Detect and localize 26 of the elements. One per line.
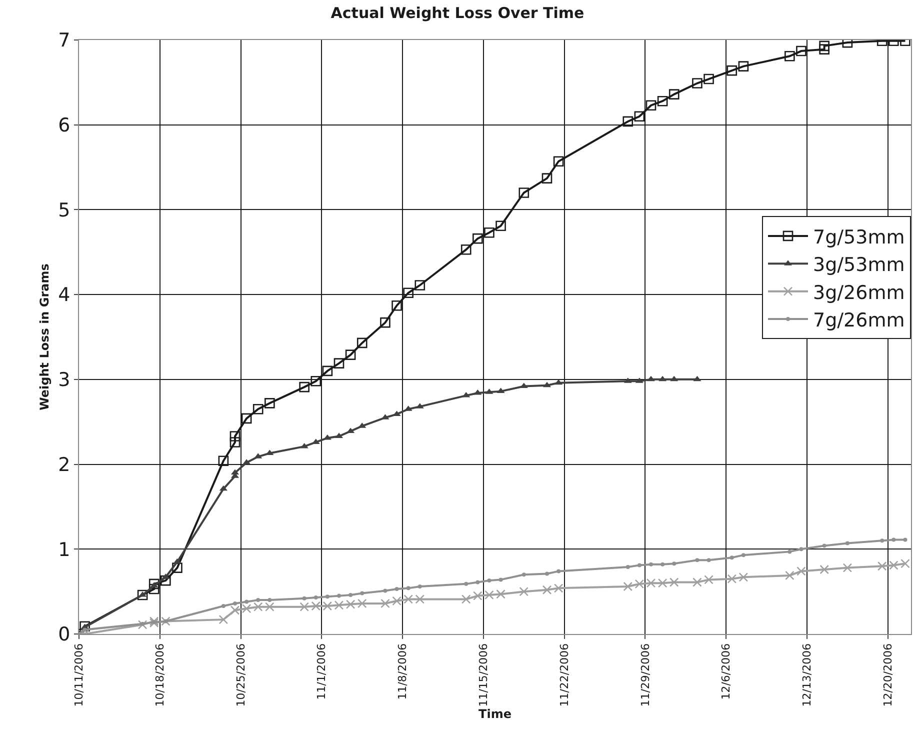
x-tick-label: 10/18/2006	[153, 643, 166, 707]
x-tick-label: 11/22/2006	[558, 643, 571, 707]
chart-title: Actual Weight Loss Over Time	[330, 4, 584, 22]
x-tick-label: 11/8/2006	[396, 643, 410, 700]
legend-label: 7g/26mm	[813, 309, 905, 332]
legend-label: 3g/53mm	[813, 254, 905, 276]
x-tick-label: 12/20/2006	[881, 643, 894, 707]
y-tick-label: 3	[58, 369, 70, 392]
x-tick-label: 12/6/2006	[720, 643, 733, 700]
y-axis-title: Weight Loss in Grams	[37, 264, 52, 410]
x-axis-title: Time	[478, 706, 512, 721]
y-tick-label: 7	[58, 30, 70, 52]
legend-label: 7g/53mm	[813, 226, 905, 248]
x-tick-label: 11/1/2006	[315, 643, 328, 700]
y-tick-label: 4	[58, 284, 70, 306]
x-tick-label: 12/13/2006	[800, 643, 814, 707]
x-tick-label: 10/11/2006	[72, 643, 86, 707]
y-tick-label: 2	[58, 454, 70, 476]
legend-label: 3g/26mm	[813, 282, 905, 304]
y-tick-label: 6	[58, 114, 70, 137]
x-tick-label: 10/25/2006	[234, 643, 248, 707]
y-tick-label: 1	[58, 538, 70, 561]
x-tick-label: 11/29/2006	[638, 643, 652, 707]
y-tick-label: 0	[58, 624, 70, 646]
y-tick-label: 5	[58, 199, 70, 222]
x-tick-label: 11/15/2006	[477, 643, 490, 707]
